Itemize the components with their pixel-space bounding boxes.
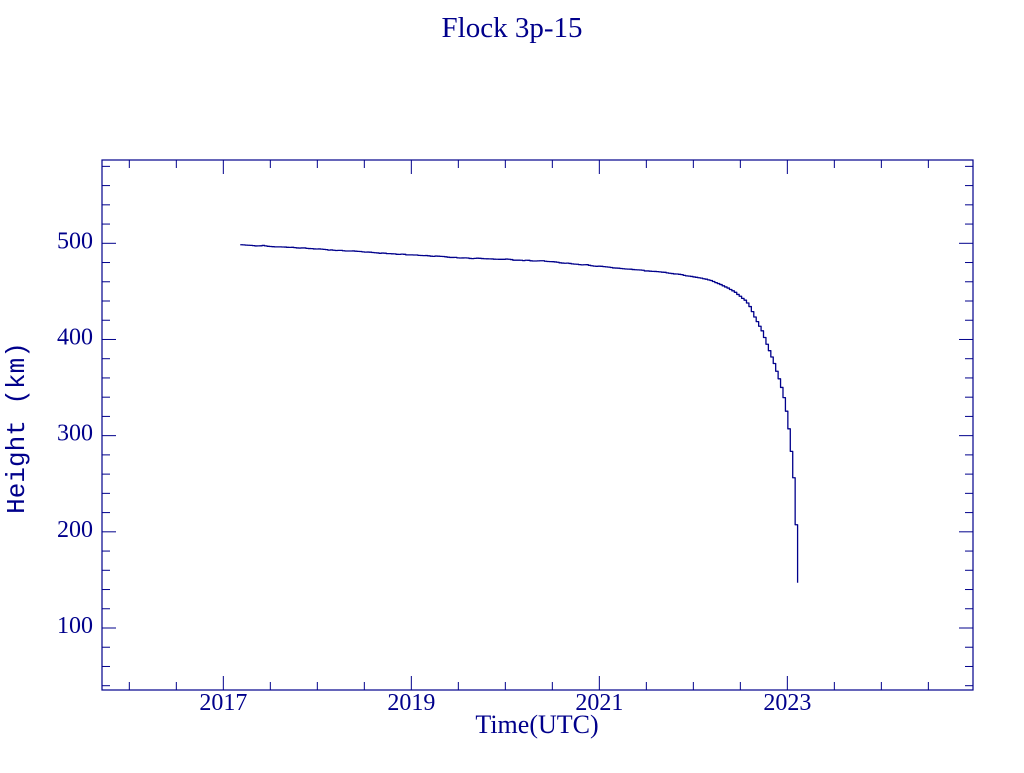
svg-text:300: 300 [57,421,93,447]
svg-text:2023: 2023 [763,690,811,716]
svg-text:Time(UTC): Time(UTC) [475,710,598,739]
svg-text:2017: 2017 [199,690,247,716]
svg-text:2019: 2019 [387,690,435,716]
svg-text:400: 400 [57,324,93,350]
svg-text:Flock 3p-15: Flock 3p-15 [442,12,583,44]
svg-text:200: 200 [57,517,93,543]
svg-text:500: 500 [57,228,93,254]
svg-text:Height (km): Height (km) [2,342,32,514]
svg-text:100: 100 [57,613,93,639]
